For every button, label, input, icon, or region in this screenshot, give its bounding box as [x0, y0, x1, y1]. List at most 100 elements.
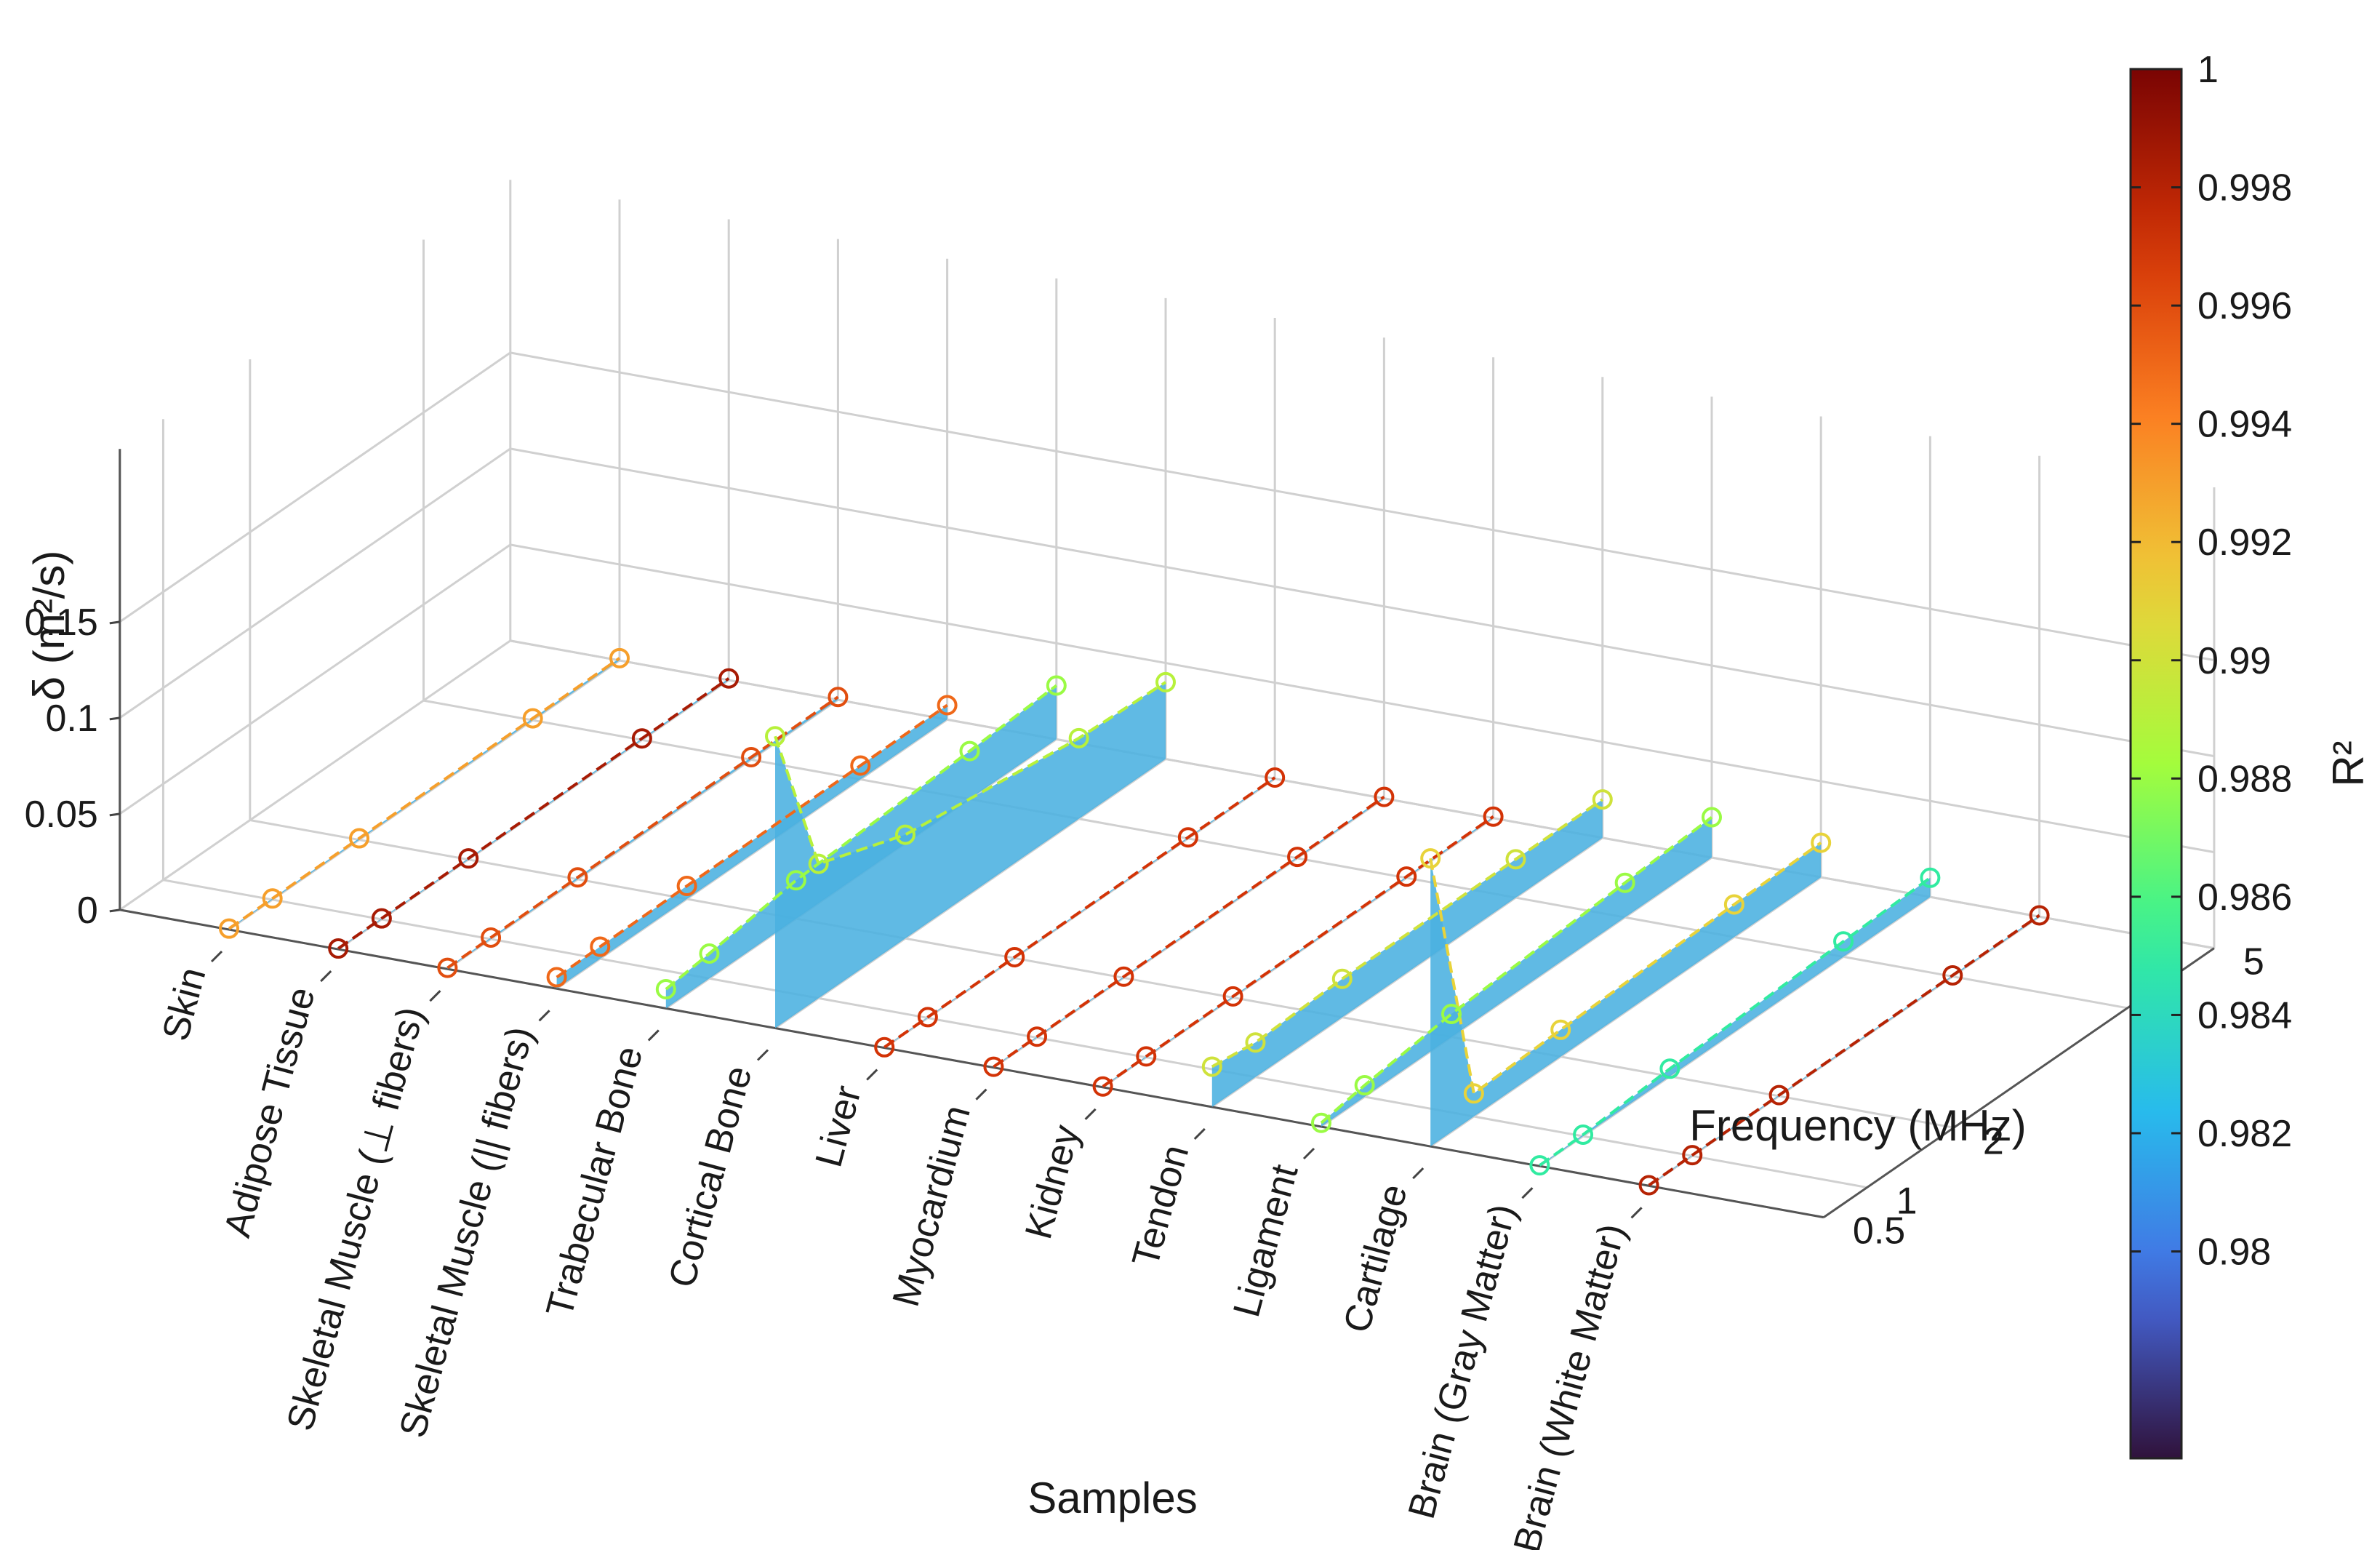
- series-line: [337, 677, 730, 950]
- data-point: [895, 824, 915, 845]
- data-point: [808, 853, 829, 874]
- data-point: [481, 927, 502, 948]
- sample-tick-label: Adipose Tissue: [216, 983, 323, 1242]
- colorbar-ticks: 0.98 0.982 0.984 0.986 0.988 0.99 0.992 0.994 0.…: [2131, 49, 2292, 1274]
- data-point: [828, 687, 849, 708]
- frequency-tick-label: 2: [1983, 1120, 2004, 1162]
- delta-tick-label: 0.05: [25, 794, 98, 836]
- z-axis-label: δ (m²/s): [25, 551, 73, 701]
- data-point: [2029, 905, 2050, 926]
- series-lines: [228, 657, 2040, 1187]
- data-point: [262, 888, 283, 909]
- data-point: [1113, 966, 1134, 987]
- delta-tick-label: 0.1: [46, 698, 98, 740]
- data-point: [567, 867, 588, 888]
- series-line: [774, 681, 1167, 866]
- data-point: [959, 740, 980, 762]
- colorbar: [2129, 68, 2183, 1460]
- data-point: [1768, 1084, 1790, 1106]
- series-line: [1320, 815, 1713, 1124]
- data-point: [785, 870, 806, 891]
- series-line: [1102, 815, 1494, 1088]
- data-point: [874, 1036, 895, 1058]
- data-point: [699, 943, 720, 964]
- data-point: [718, 668, 740, 689]
- frequency-tick-label: 0.5: [1853, 1210, 1905, 1253]
- y-axis-label: Frequency (MHz): [1689, 1101, 2026, 1150]
- data-point: [1265, 767, 1286, 788]
- data-point: [655, 979, 676, 999]
- colorbar-tick-label: 0.986: [2197, 876, 2292, 919]
- data-point: [1046, 675, 1067, 696]
- series-fill: [1430, 842, 1822, 1147]
- data-point: [1222, 986, 1243, 1007]
- sample-tick-label: Tendon: [1124, 1140, 1197, 1271]
- data-point: [1505, 849, 1526, 870]
- sample-tick-label: Myocardium: [885, 1101, 979, 1311]
- series-line: [556, 703, 948, 979]
- series-fill: [665, 685, 1057, 1009]
- data-point: [219, 918, 239, 939]
- sample-tick-label: Ligament: [1225, 1160, 1307, 1322]
- series-fill: [1211, 799, 1603, 1107]
- data-point: [1136, 1046, 1157, 1067]
- data-point: [1483, 806, 1504, 827]
- series-line: [993, 795, 1385, 1068]
- data-point: [1833, 931, 1854, 952]
- series-markers: [219, 647, 2050, 1196]
- data-point: [1201, 1056, 1222, 1077]
- data-point: [1311, 1112, 1331, 1133]
- data-point: [631, 728, 652, 749]
- data-point: [1287, 847, 1308, 868]
- data-point: [1659, 1058, 1680, 1079]
- data-point: [937, 695, 958, 716]
- data-point: [1573, 1124, 1594, 1145]
- series-fill: [1539, 877, 1931, 1167]
- series-line: [1211, 798, 1603, 1068]
- delta-tick-label: 0.15: [25, 602, 98, 644]
- data-point: [522, 708, 543, 729]
- series-line: [228, 657, 621, 930]
- data-point: [1027, 1026, 1048, 1047]
- series-line: [1539, 876, 1931, 1167]
- data-point: [1811, 832, 1832, 853]
- frequency-tick-labels: 0.51245: [1853, 941, 2264, 1253]
- data-point: [1682, 1145, 1703, 1166]
- data-point: [1092, 1076, 1113, 1097]
- colorbar-tick-label: 0.988: [2197, 758, 2292, 800]
- x-axis-label: Samples: [1027, 1474, 1197, 1522]
- data-point: [1592, 789, 1613, 810]
- colorbar-tick-label: 0.996: [2197, 285, 2292, 327]
- colorbar-tick-label: 0.984: [2197, 994, 2292, 1036]
- series-fill: [556, 705, 947, 989]
- data-point: [1614, 872, 1635, 893]
- data-point: [1155, 671, 1176, 692]
- sample-tick-label: Trabecular Bone: [538, 1042, 651, 1321]
- colorbar-tick-label: 0.99: [2197, 640, 2271, 682]
- series-fill: [1321, 817, 1712, 1127]
- data-point: [1920, 867, 1941, 888]
- data-point: [1723, 894, 1744, 915]
- data-point: [1004, 946, 1025, 967]
- sample-tick-label: Cortical Bone: [661, 1062, 761, 1293]
- colorbar-tick-label: 1: [2197, 49, 2219, 91]
- colorbar-tick-label: 0.994: [2197, 404, 2292, 446]
- colorbar-tick-label: 0.992: [2197, 522, 2292, 564]
- series-line: [446, 695, 839, 970]
- frequency-tick-label: 5: [2243, 941, 2264, 983]
- data-point: [349, 828, 369, 849]
- sample-tick-label: Liver: [808, 1082, 870, 1172]
- data-point: [850, 755, 871, 776]
- data-point: [458, 848, 479, 869]
- data-point: [1529, 1155, 1550, 1176]
- sample-tick-label: Skin: [154, 963, 214, 1045]
- series-line: [665, 684, 1058, 991]
- series-line: [884, 776, 1276, 1049]
- data-point: [1331, 968, 1353, 989]
- data-point: [1396, 866, 1417, 887]
- sample-tick-label: Skeletal Muscle (|| fibers): [392, 1022, 542, 1442]
- data-point: [1550, 1019, 1571, 1040]
- axis-grid: [119, 180, 2216, 1219]
- data-point: [1420, 848, 1441, 869]
